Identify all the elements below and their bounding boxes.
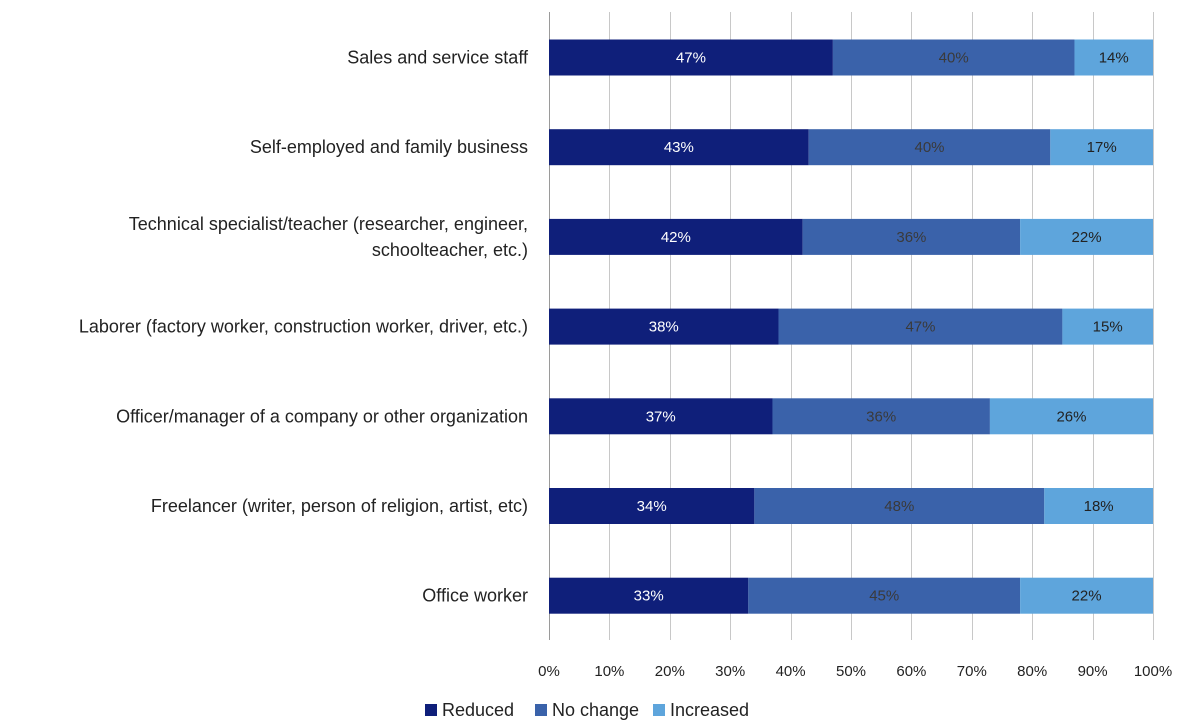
data-label: 17% [1087,139,1117,156]
category-labels: Sales and service staff Self-employed and… [79,48,529,606]
legend-label: No change [552,700,639,720]
x-axis-tick-labels: 0% 10% 20% 30% 40% 50% 60% 70% 80% 90% 100% [538,663,1172,680]
data-label: 14% [1099,50,1129,67]
data-label: 40% [915,139,945,156]
data-label: 40% [939,50,969,67]
category-label: Sales and service staff [347,48,529,68]
x-tick-label: 80% [1017,663,1047,680]
category-label: Laborer (factory worker, construction wo… [79,317,528,337]
data-label: 18% [1084,498,1114,515]
category-label: schoolteacher, etc.) [372,240,528,260]
x-tick-label: 10% [594,663,624,680]
legend: Reduced No change Increased [425,700,749,720]
data-label: 22% [1072,229,1102,246]
category-label: Freelancer (writer, person of religion, … [151,496,528,516]
legend-label: Increased [670,700,749,720]
x-tick-label: 30% [715,663,745,680]
x-tick-label: 60% [896,663,926,680]
legend-swatch [535,704,547,716]
x-tick-label: 90% [1078,663,1108,680]
data-label: 33% [634,588,664,605]
data-label: 15% [1093,319,1123,336]
legend-label: Reduced [442,700,514,720]
data-label: 36% [896,229,926,246]
data-label: 26% [1056,408,1086,425]
data-label: 48% [884,498,914,515]
data-label: 45% [869,588,899,605]
category-label: Technical specialist/teacher (researcher… [129,214,528,234]
category-label: Office worker [422,586,528,606]
data-label: 34% [637,498,667,515]
legend-swatch [653,704,665,716]
data-label: 42% [661,229,691,246]
data-label: 22% [1072,588,1102,605]
x-tick-label: 100% [1134,663,1172,680]
x-tick-label: 50% [836,663,866,680]
x-tick-label: 40% [776,663,806,680]
data-label: 43% [664,139,694,156]
category-label: Officer/manager of a company or other or… [116,406,528,426]
x-tick-label: 70% [957,663,987,680]
data-label: 38% [649,319,679,336]
x-tick-label: 20% [655,663,685,680]
category-label: Self-employed and family business [250,137,528,157]
legend-swatch [425,704,437,716]
data-label: 36% [866,408,896,425]
data-label: 47% [676,50,706,67]
data-label: 47% [905,319,935,336]
x-tick-label: 0% [538,663,560,680]
data-label: 37% [646,408,676,425]
